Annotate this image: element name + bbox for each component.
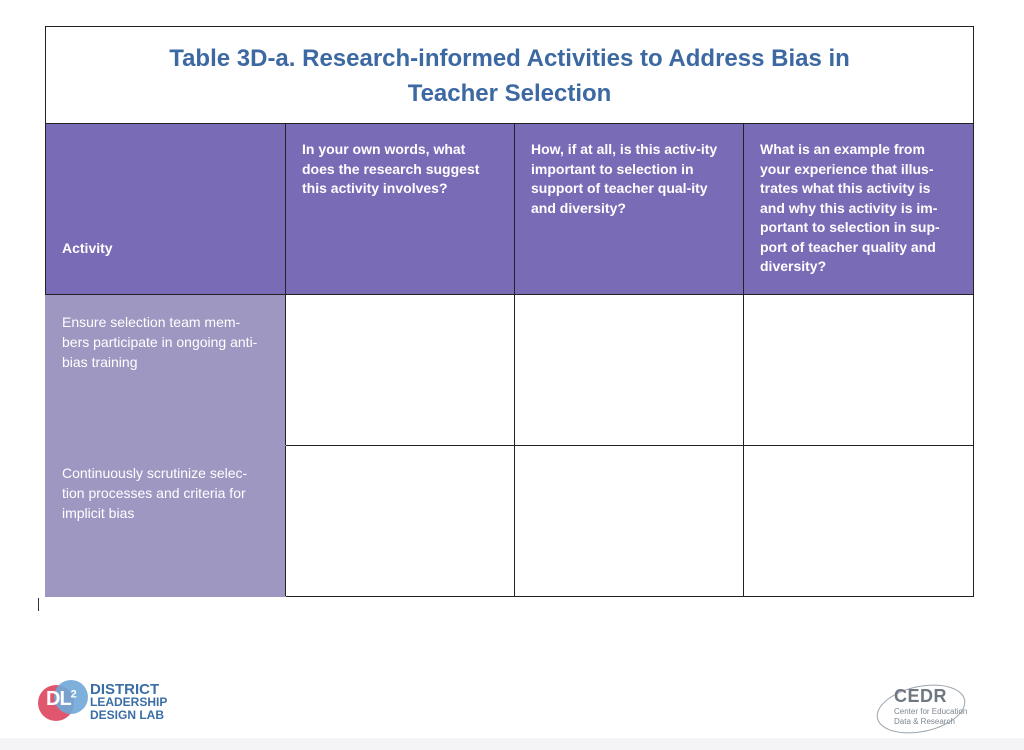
header-example-label: What is an example from your experience … xyxy=(760,141,940,274)
header-research: In your own words, what does the researc… xyxy=(285,123,515,295)
page-bottom-edge xyxy=(0,738,1024,750)
activity-cell-1: Ensure selection team mem-bers participa… xyxy=(45,294,286,446)
table-row: Continuously scrutinize selec-tion proce… xyxy=(45,445,975,597)
header-research-label: In your own words, what does the researc… xyxy=(302,141,480,196)
response-cell-research-2[interactable] xyxy=(285,445,515,597)
response-cell-importance-2[interactable] xyxy=(514,445,744,597)
activity-label-2: Continuously scrutinize selec-tion proce… xyxy=(62,465,248,521)
dl2-logo-line-1: DISTRICT xyxy=(90,681,160,698)
header-activity: Activity xyxy=(45,123,286,295)
table-header-row: Activity In your own words, what does th… xyxy=(45,123,975,295)
activities-table-container: Table 3D-a. Research-informed Activities… xyxy=(44,26,975,597)
dl2-logo-circle-blue xyxy=(54,680,88,714)
table-row: Ensure selection team mem-bers participa… xyxy=(45,294,975,446)
response-cell-example-2[interactable] xyxy=(742,445,975,597)
dl2-logo-mark: DL2 xyxy=(46,688,77,710)
header-importance: How, if at all, is this activ-ity import… xyxy=(514,123,744,295)
table-title-line-1: Table 3D-a. Research-informed Activities… xyxy=(169,45,850,72)
header-example: What is an example from your experience … xyxy=(742,123,975,295)
cedr-logo-subtitle-line-2: Data & Research xyxy=(894,717,955,726)
activity-label-1: Ensure selection team mem-bers participa… xyxy=(62,314,258,370)
dl2-logo: DL2 DISTRICT LEADERSHIP DESIGN LAB xyxy=(38,680,178,730)
dl2-logo-wordmark: DISTRICT LEADERSHIP DESIGN LAB xyxy=(90,681,168,722)
activity-cell-2: Continuously scrutinize selec-tion proce… xyxy=(45,445,286,597)
response-cell-importance-1[interactable] xyxy=(514,294,744,446)
cedr-logo-subtitle-line-1: Center for Education xyxy=(894,707,968,716)
response-cell-research-1[interactable] xyxy=(285,294,515,446)
cedr-logo-name: CEDR xyxy=(894,686,948,706)
dl2-logo-line-2: LEADERSHIP xyxy=(90,695,168,709)
header-importance-label: How, if at all, is this activ-ity import… xyxy=(531,141,718,216)
header-activity-label: Activity xyxy=(62,239,113,256)
text-cursor xyxy=(38,598,39,611)
dl2-logo-line-3: DESIGN LAB xyxy=(90,708,165,722)
activities-table: Table 3D-a. Research-informed Activities… xyxy=(44,26,975,597)
table-title-cell: Table 3D-a. Research-informed Activities… xyxy=(44,26,975,124)
table-title-line-2: Teacher Selection xyxy=(407,80,612,107)
cedr-logo: CEDR Center for Education Data & Researc… xyxy=(872,677,976,741)
response-cell-example-1[interactable] xyxy=(742,294,975,446)
cedr-logo-subtitle: Center for Education Data & Research xyxy=(894,707,967,727)
